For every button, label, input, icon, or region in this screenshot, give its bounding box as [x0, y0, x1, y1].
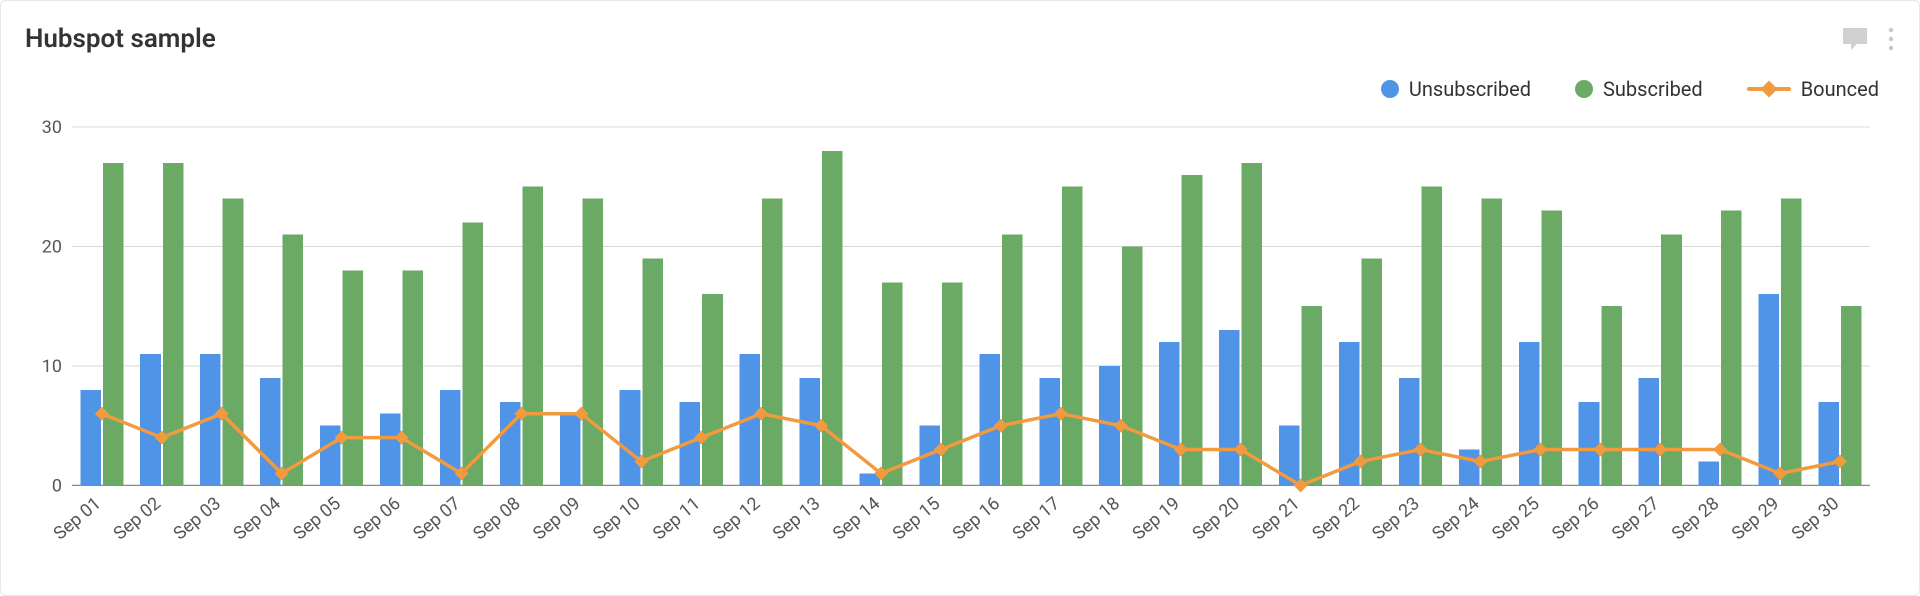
bar-unsubscribed: [979, 354, 1000, 485]
svg-text:Sep 28: Sep 28: [1668, 493, 1723, 544]
legend-label: Subscribed: [1603, 77, 1703, 101]
circle-icon: [1381, 80, 1399, 98]
svg-text:Sep 11: Sep 11: [649, 493, 704, 544]
chart-area: 0102030Sep 01Sep 02Sep 03Sep 04Sep 05Sep…: [25, 119, 1883, 575]
bar-subscribed: [403, 270, 424, 485]
bar-unsubscribed: [1758, 294, 1779, 485]
line-marker-icon: [1747, 87, 1791, 91]
card-title: Hubspot sample: [25, 24, 216, 54]
bar-unsubscribed: [1159, 342, 1180, 485]
legend-label: Unsubscribed: [1409, 77, 1531, 101]
svg-text:Sep 09: Sep 09: [529, 493, 584, 544]
svg-text:Sep 02: Sep 02: [110, 493, 165, 544]
legend-item-subscribed[interactable]: Subscribed: [1575, 77, 1703, 101]
legend-item-unsubscribed[interactable]: Unsubscribed: [1381, 77, 1531, 101]
bar-unsubscribed: [1459, 450, 1480, 486]
svg-text:Sep 26: Sep 26: [1548, 493, 1603, 544]
bar-unsubscribed: [620, 390, 641, 486]
bar-unsubscribed: [1699, 461, 1720, 485]
bar-subscribed: [1781, 199, 1802, 486]
svg-text:Sep 16: Sep 16: [949, 493, 1004, 544]
svg-text:Sep 24: Sep 24: [1428, 493, 1483, 544]
bar-subscribed: [942, 282, 963, 485]
bar-unsubscribed: [1399, 378, 1420, 486]
svg-text:Sep 19: Sep 19: [1128, 493, 1183, 544]
bar-subscribed: [522, 187, 543, 486]
bar-subscribed: [462, 223, 483, 486]
circle-icon: [1575, 80, 1593, 98]
svg-text:Sep 21: Sep 21: [1248, 493, 1303, 544]
svg-text:Sep 08: Sep 08: [469, 493, 524, 544]
bar-subscribed: [1601, 306, 1622, 485]
bar-subscribed: [283, 234, 304, 485]
bar-unsubscribed: [1039, 378, 1060, 486]
bar-unsubscribed: [140, 354, 161, 485]
bar-subscribed: [882, 282, 903, 485]
svg-text:0: 0: [52, 475, 62, 496]
bar-subscribed: [1421, 187, 1442, 486]
bar-unsubscribed: [800, 378, 821, 486]
bar-subscribed: [1362, 258, 1383, 485]
svg-text:Sep 17: Sep 17: [1009, 493, 1064, 544]
legend: Unsubscribed Subscribed Bounced: [1381, 77, 1879, 101]
chart-card: Hubspot sample Unsubscribed Subscr: [0, 0, 1920, 596]
bar-unsubscribed: [560, 414, 581, 486]
svg-text:Sep 23: Sep 23: [1368, 493, 1423, 544]
bar-subscribed: [1541, 211, 1562, 486]
svg-text:Sep 30: Sep 30: [1788, 493, 1843, 544]
bar-subscribed: [762, 199, 783, 486]
bar-unsubscribed: [320, 426, 341, 486]
svg-text:20: 20: [42, 236, 62, 257]
svg-text:Sep 27: Sep 27: [1608, 493, 1663, 544]
bar-unsubscribed: [1219, 330, 1240, 485]
chart-svg: 0102030Sep 01Sep 02Sep 03Sep 04Sep 05Sep…: [25, 119, 1883, 575]
bar-unsubscribed: [1279, 426, 1300, 486]
svg-text:Sep 29: Sep 29: [1728, 493, 1783, 544]
bar-unsubscribed: [1519, 342, 1540, 485]
bar-unsubscribed: [80, 390, 101, 486]
svg-text:Sep 10: Sep 10: [589, 493, 644, 544]
bar-subscribed: [1062, 187, 1083, 486]
svg-text:Sep 14: Sep 14: [829, 493, 884, 544]
bar-subscribed: [642, 258, 663, 485]
svg-text:Sep 18: Sep 18: [1069, 493, 1124, 544]
bar-subscribed: [582, 199, 603, 486]
bar-subscribed: [223, 199, 244, 486]
bar-subscribed: [1721, 211, 1742, 486]
bar-subscribed: [103, 163, 124, 486]
svg-text:Sep 01: Sep 01: [50, 493, 105, 544]
bar-subscribed: [1122, 246, 1143, 485]
legend-label: Bounced: [1801, 77, 1879, 101]
bar-subscribed: [1302, 306, 1323, 485]
svg-text:Sep 25: Sep 25: [1488, 493, 1543, 544]
svg-text:Sep 22: Sep 22: [1308, 493, 1363, 544]
card-header: Hubspot sample: [25, 19, 1895, 59]
bar-subscribed: [343, 270, 364, 485]
bar-subscribed: [1841, 306, 1862, 485]
header-actions: [1841, 26, 1895, 52]
bar-unsubscribed: [1639, 378, 1660, 486]
bar-unsubscribed: [380, 414, 401, 486]
legend-item-bounced[interactable]: Bounced: [1747, 77, 1879, 101]
menu-dots-icon[interactable]: [1887, 26, 1895, 52]
svg-text:Sep 12: Sep 12: [709, 493, 764, 544]
bar-subscribed: [702, 294, 723, 485]
bar-subscribed: [1481, 199, 1502, 486]
comment-icon[interactable]: [1841, 26, 1869, 52]
bar-subscribed: [1002, 234, 1023, 485]
svg-text:Sep 20: Sep 20: [1188, 493, 1243, 544]
bar-unsubscribed: [1579, 402, 1600, 486]
bar-subscribed: [1242, 163, 1263, 486]
svg-text:Sep 05: Sep 05: [289, 493, 344, 544]
svg-text:10: 10: [42, 356, 62, 377]
svg-text:Sep 13: Sep 13: [769, 493, 824, 544]
svg-text:30: 30: [42, 119, 62, 138]
bar-unsubscribed: [1818, 402, 1839, 486]
svg-text:Sep 07: Sep 07: [409, 493, 464, 544]
svg-text:Sep 04: Sep 04: [229, 493, 284, 544]
svg-text:Sep 06: Sep 06: [349, 493, 404, 544]
svg-text:Sep 15: Sep 15: [889, 493, 944, 544]
bar-subscribed: [1182, 175, 1203, 486]
svg-text:Sep 03: Sep 03: [169, 493, 224, 544]
